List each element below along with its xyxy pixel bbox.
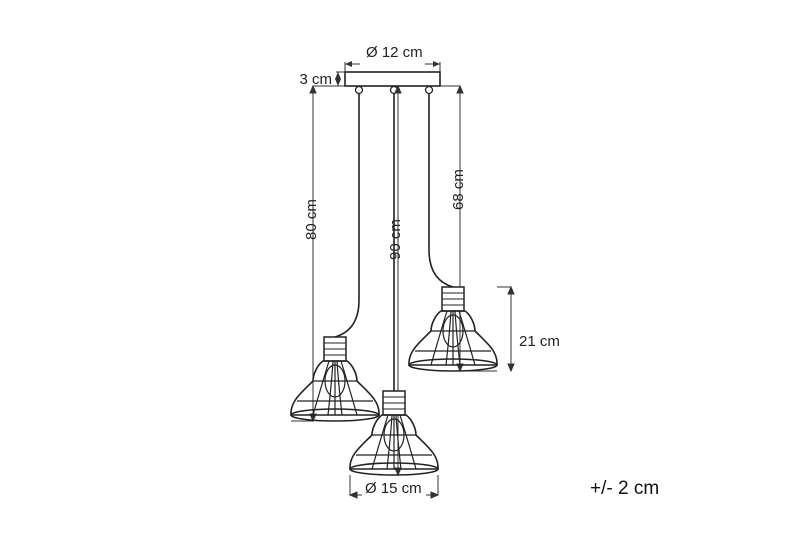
lamp-middle (350, 391, 438, 475)
shade-diameter-label: Ø 15 cm (365, 480, 422, 497)
canopy (335, 61, 440, 94)
shade-height-dim (497, 287, 514, 371)
canopy-height-label: 3 cm (298, 71, 332, 88)
drawing-canvas: Ø 12 cm 3 cm 80 cm 90 cm 68 cm 21 cm Ø 1… (0, 0, 800, 533)
tolerance-label: +/- 2 cm (590, 478, 659, 500)
drop-68-label: 68 cm (450, 169, 467, 210)
shade-height-label: 21 cm (519, 333, 560, 350)
drop-80-label: 80 cm (303, 199, 320, 240)
lamp-svg (0, 0, 800, 533)
canopy-diameter-label: Ø 12 cm (366, 44, 423, 61)
lamp-right (409, 287, 497, 371)
drop-90-label: 90 cm (387, 219, 404, 260)
lamp-left (291, 337, 379, 421)
